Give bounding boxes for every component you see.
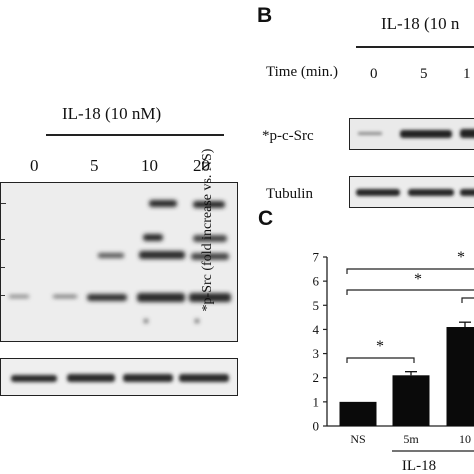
bar-NS xyxy=(339,401,377,426)
y-tick-label-4: 4 xyxy=(313,322,320,337)
panel-b-treatment-label: IL-18 (10 n xyxy=(381,14,460,33)
panel-a-lane-20: 20 xyxy=(193,156,210,175)
panel-a-treatment-line xyxy=(46,134,224,136)
panel-b-lane-10: 1 xyxy=(463,66,471,82)
significance-bracket-4 xyxy=(461,297,474,303)
significance-star-3: * xyxy=(457,249,465,266)
panel-b-psrc-label: *p-c-Src xyxy=(262,128,314,144)
significance-star-1: * xyxy=(376,338,384,355)
y-tick-label-2: 2 xyxy=(313,370,320,385)
panel-b-treatment-line xyxy=(356,46,474,48)
x-group-label: IL-18 xyxy=(402,458,436,474)
panel-b-lane-0: 0 xyxy=(370,66,378,82)
panel-b-tubulin-bands xyxy=(356,189,474,196)
panel-a-main-blot xyxy=(0,182,238,342)
significance-star-2: * xyxy=(414,271,422,288)
panel-a-lane-5: 5 xyxy=(90,156,99,175)
panel-a-loading-bands xyxy=(11,374,229,382)
bar-5m xyxy=(392,375,430,426)
y-tick-label-3: 3 xyxy=(313,346,320,361)
panel-b-tubulin-label: Tubulin xyxy=(266,186,313,202)
y-tick-label-5: 5 xyxy=(313,298,320,313)
y-tick-label-0: 0 xyxy=(313,419,320,434)
x-tick-label-10: 10 xyxy=(459,432,471,446)
panel-b-psrc-bands xyxy=(358,129,474,138)
panel-a-loading-blot xyxy=(0,358,238,396)
panel-c-letter: C xyxy=(258,207,274,230)
panel-b-letter: B xyxy=(257,4,273,27)
panel-b-time-label: Time (min.) xyxy=(266,64,338,80)
panel-a-lane-10: 10 xyxy=(141,156,158,175)
panel-a-treatment-label: IL-18 (10 nM) xyxy=(62,104,162,123)
x-tick-label-NS: NS xyxy=(350,432,365,446)
panel-a-main-bands xyxy=(1,200,231,323)
significance-bracket-2 xyxy=(346,289,474,295)
panel-b-tubulin-blot xyxy=(349,176,474,208)
significance-bracket-3 xyxy=(346,268,474,274)
x-tick-label-5m: 5m xyxy=(403,432,419,446)
significance-bracket-1 xyxy=(346,357,415,363)
y-tick-label-1: 1 xyxy=(313,394,320,409)
y-tick-label-7: 7 xyxy=(313,250,320,265)
panel-a-lane-0: 0 xyxy=(30,156,39,175)
panel-b-lane-5: 5 xyxy=(420,66,428,82)
y-tick-label-6: 6 xyxy=(313,274,320,289)
bar-10 xyxy=(446,327,474,426)
panel-b-psrc-blot xyxy=(349,118,474,150)
